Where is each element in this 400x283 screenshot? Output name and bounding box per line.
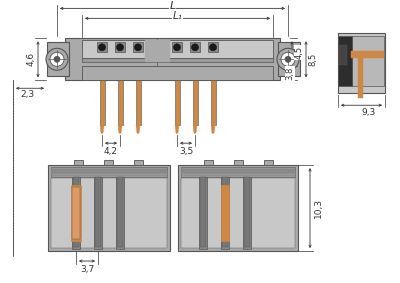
- Bar: [51, 169, 167, 173]
- Bar: [172, 42, 182, 52]
- Bar: [82, 58, 273, 62]
- Circle shape: [98, 44, 106, 51]
- Polygon shape: [193, 125, 197, 133]
- Circle shape: [285, 56, 291, 62]
- Polygon shape: [358, 92, 363, 97]
- Circle shape: [50, 52, 64, 66]
- Bar: [234, 160, 243, 165]
- Bar: [82, 66, 273, 80]
- Text: 4,2: 4,2: [104, 147, 118, 156]
- Bar: [73, 177, 79, 247]
- Text: 10,3: 10,3: [314, 198, 322, 218]
- Text: 3,5: 3,5: [179, 147, 193, 156]
- Circle shape: [277, 48, 299, 70]
- Bar: [211, 80, 216, 125]
- Circle shape: [46, 48, 68, 70]
- Text: 4,6: 4,6: [26, 52, 36, 66]
- Text: L₁: L₁: [172, 11, 182, 21]
- Bar: [100, 80, 105, 125]
- Bar: [278, 42, 300, 76]
- Bar: [65, 38, 280, 80]
- Bar: [222, 177, 228, 247]
- Bar: [243, 177, 251, 249]
- Bar: [94, 177, 102, 249]
- Bar: [199, 177, 207, 249]
- Bar: [116, 177, 124, 249]
- Bar: [181, 178, 295, 248]
- Polygon shape: [118, 125, 122, 133]
- Circle shape: [210, 44, 216, 51]
- Bar: [47, 42, 69, 76]
- Bar: [358, 55, 363, 98]
- Text: 2,3: 2,3: [20, 90, 34, 99]
- Bar: [51, 167, 167, 177]
- Polygon shape: [211, 125, 215, 133]
- Bar: [95, 177, 101, 247]
- Bar: [200, 177, 206, 247]
- Bar: [338, 33, 385, 93]
- Bar: [72, 187, 80, 239]
- Bar: [74, 160, 83, 165]
- Bar: [145, 40, 170, 62]
- Circle shape: [134, 44, 142, 51]
- Polygon shape: [100, 125, 104, 133]
- Bar: [204, 160, 213, 165]
- Bar: [264, 160, 273, 165]
- Bar: [136, 80, 141, 125]
- Bar: [48, 165, 170, 251]
- Bar: [133, 42, 143, 52]
- Text: 9,3: 9,3: [362, 108, 376, 117]
- Bar: [208, 42, 218, 52]
- Bar: [118, 80, 123, 125]
- Bar: [134, 160, 143, 165]
- Bar: [175, 80, 180, 125]
- Text: 8,5: 8,5: [308, 53, 318, 66]
- Bar: [352, 36, 384, 86]
- Bar: [338, 36, 352, 86]
- Bar: [351, 51, 384, 58]
- Bar: [71, 185, 81, 241]
- Bar: [51, 178, 167, 248]
- Bar: [181, 169, 295, 173]
- Bar: [221, 177, 229, 249]
- Polygon shape: [136, 125, 140, 133]
- Circle shape: [192, 44, 198, 51]
- Bar: [193, 80, 198, 125]
- Text: 3,8: 3,8: [286, 67, 294, 80]
- Bar: [117, 177, 123, 247]
- Bar: [82, 40, 273, 58]
- Bar: [178, 165, 298, 251]
- Text: 3,7: 3,7: [80, 265, 94, 273]
- Bar: [72, 177, 80, 249]
- Text: 4,5: 4,5: [294, 46, 304, 59]
- Bar: [97, 42, 107, 52]
- Text: L: L: [169, 1, 176, 11]
- Bar: [190, 42, 200, 52]
- Bar: [181, 167, 295, 177]
- Circle shape: [116, 44, 124, 51]
- Circle shape: [174, 44, 180, 51]
- Bar: [115, 42, 125, 52]
- Bar: [221, 185, 229, 241]
- Bar: [244, 177, 250, 247]
- Circle shape: [54, 56, 60, 62]
- Circle shape: [281, 52, 295, 66]
- Polygon shape: [175, 125, 179, 133]
- Bar: [104, 160, 113, 165]
- Bar: [339, 45, 347, 65]
